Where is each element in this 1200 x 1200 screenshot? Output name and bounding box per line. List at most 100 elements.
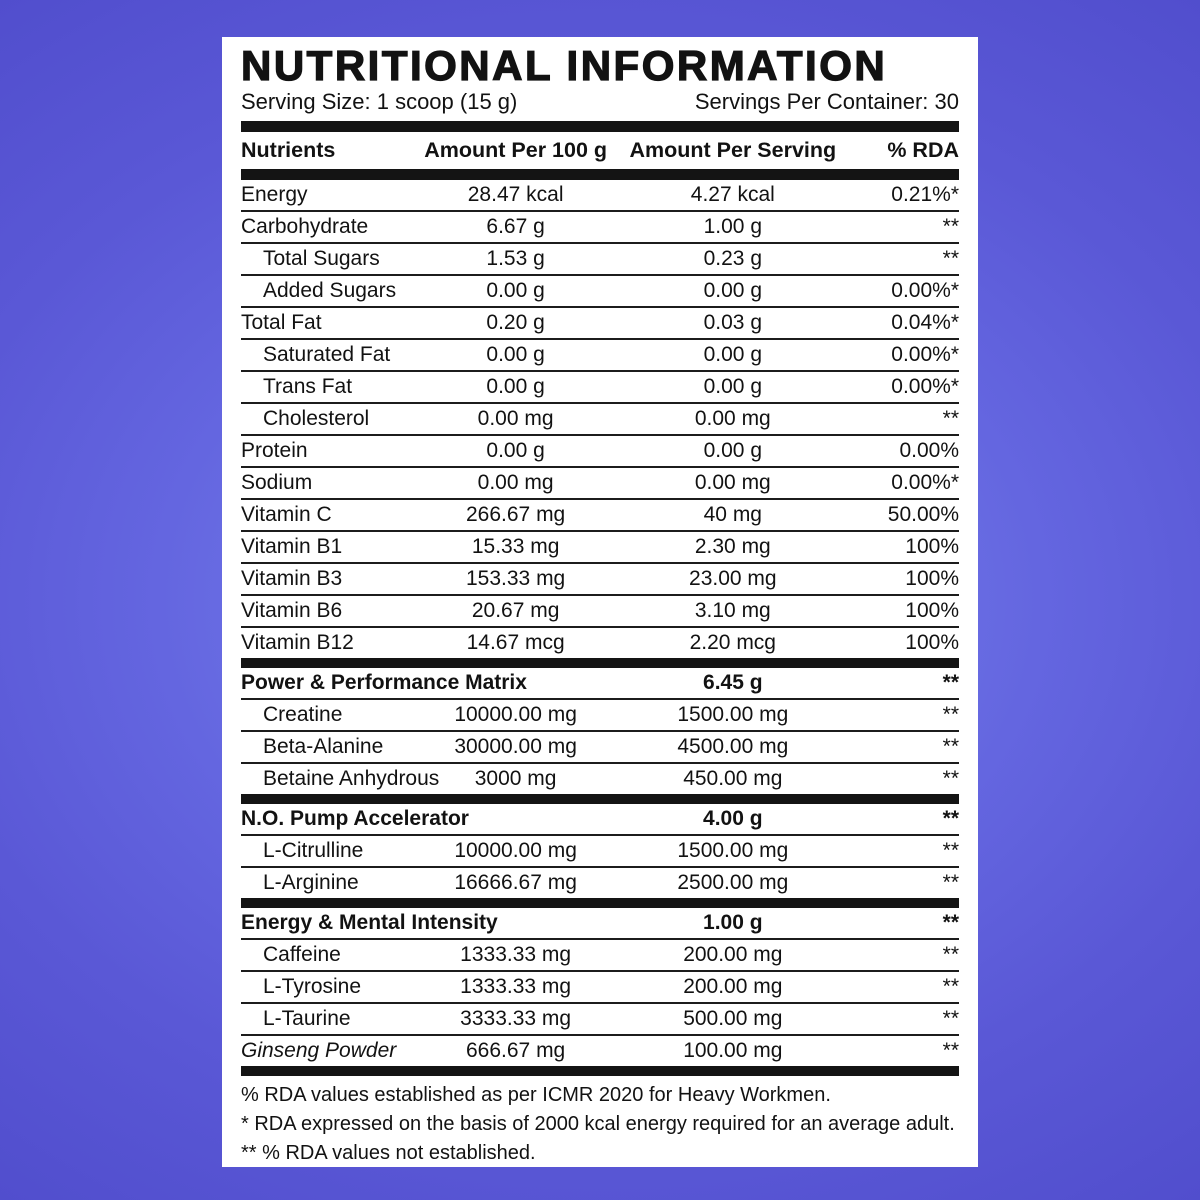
rda-value: 0.00%* <box>891 279 959 302</box>
amount-per-serving: 0.00 g <box>703 279 762 302</box>
nutrient-name: L-Tyrosine <box>263 975 362 998</box>
amount-per-100g: 6.67 g <box>486 215 545 238</box>
amount-per-serving: 100.00 mg <box>683 1039 783 1062</box>
nutrient-name: Vitamin C <box>241 503 332 526</box>
nutrient-name: Ginseng Powder <box>241 1039 397 1062</box>
amount-per-serving: 500.00 mg <box>683 1007 783 1030</box>
nutrient-name: Trans Fat <box>263 375 353 398</box>
amount-per-100g: 3333.33 mg <box>460 1007 572 1030</box>
amount-per-serving: 0.00 g <box>703 439 762 462</box>
amount-per-serving: 1.00 g <box>703 911 763 934</box>
amount-per-100g: 0.00 g <box>486 343 545 366</box>
amount-per-serving: 4500.00 mg <box>677 735 789 758</box>
table-row: L-Tyrosine 1333.33 mg 200.00 mg ** <box>241 971 959 1003</box>
table-row: Vitamin B6 20.67 mg 3.10 mg 100% <box>241 595 959 627</box>
serving-size-text: Serving Size: 1 scoop (15 g) <box>241 89 518 114</box>
nutrient-name: N.O. Pump Accelerator <box>241 807 469 830</box>
amount-per-serving: 0.03 g <box>703 311 762 334</box>
nutrient-name: Carbohydrate <box>241 215 369 238</box>
table-row: Total Sugars 1.53 g 0.23 g ** <box>241 243 959 275</box>
nutrition-table-body: Energy 28.47 kcal 4.27 kcal 0.21%* Carbohydr… <box>241 175 959 1067</box>
rda-value: ** <box>942 943 959 966</box>
table-row: Total Fat 0.20 g 0.03 g 0.04%* <box>241 307 959 339</box>
column-header-amount-per-serving: Amount Per Serving <box>614 132 852 180</box>
nutrition-label-card: NUTRITIONAL INFORMATION Serving Size: 1 … <box>222 37 978 1167</box>
amount-per-serving: 0.23 g <box>703 247 762 270</box>
table-row: Betaine Anhydrous 3000 mg 450.00 mg ** <box>241 763 959 799</box>
nutrient-name: Vitamin B3 <box>241 567 343 590</box>
rda-value: ** <box>942 839 959 862</box>
table-row: Vitamin B3 153.33 mg 23.00 mg 100% <box>241 563 959 595</box>
column-header-nutrients: Nutrients <box>241 132 417 180</box>
nutrient-name: Energy <box>241 183 308 206</box>
rda-value: ** <box>942 767 959 790</box>
amount-per-100g: 3000 mg <box>474 767 557 790</box>
rda-value: ** <box>942 671 959 694</box>
table-row: L-Citrulline 10000.00 mg 1500.00 mg ** <box>241 835 959 867</box>
rda-value: ** <box>942 703 959 726</box>
amount-per-100g: 10000.00 mg <box>454 839 577 862</box>
rda-value: 0.21%* <box>891 183 959 206</box>
rda-value: ** <box>942 807 959 830</box>
rda-value: 0.00%* <box>891 471 959 494</box>
table-row: Caffeine 1333.33 mg 200.00 mg ** <box>241 939 959 971</box>
nutrient-name: Protein <box>241 439 308 462</box>
nutrient-name: Vitamin B6 <box>241 599 343 622</box>
amount-per-serving: 4.00 g <box>703 807 763 830</box>
rda-value: ** <box>942 871 959 894</box>
rda-value: ** <box>942 215 959 238</box>
table-row: Saturated Fat 0.00 g 0.00 g 0.00%* <box>241 339 959 371</box>
section-row: N.O. Pump Accelerator 4.00 g ** <box>241 799 959 835</box>
table-row: Creatine 10000.00 mg 1500.00 mg ** <box>241 699 959 731</box>
amount-per-100g: 15.33 mg <box>471 535 560 558</box>
amount-per-100g: 1333.33 mg <box>460 943 572 966</box>
amount-per-100g: 0.00 g <box>486 439 545 462</box>
label-title: NUTRITIONAL INFORMATION <box>240 42 888 89</box>
footnote-rda-not-established: ** % RDA values not established. <box>241 1142 536 1164</box>
nutrient-name: Sodium <box>241 471 313 494</box>
section-row: Energy & Mental Intensity 1.00 g ** <box>241 903 959 939</box>
serving-info-row: Serving Size: 1 scoop (15 g) Servings Pe… <box>241 89 959 115</box>
amount-per-100g: 266.67 mg <box>466 503 566 526</box>
amount-per-serving: 1.00 g <box>703 215 762 238</box>
amount-per-100g: 1333.33 mg <box>460 975 572 998</box>
amount-per-serving: 0.00 mg <box>694 471 771 494</box>
amount-per-serving: 6.45 g <box>703 671 763 694</box>
amount-per-100g: 1.53 g <box>486 247 545 270</box>
column-header-amount-per-100g: Amount Per 100 g <box>416 132 615 180</box>
nutrient-name: Total Sugars <box>263 247 380 270</box>
rda-value: 0.00% <box>899 439 959 462</box>
amount-per-serving: 3.10 mg <box>694 599 771 622</box>
divider-bar-top <box>241 121 959 132</box>
nutrient-name: Beta-Alanine <box>263 735 384 758</box>
rda-value: ** <box>942 735 959 758</box>
amount-per-100g: 0.20 g <box>486 311 545 334</box>
section-row: Power & Performance Matrix 6.45 g ** <box>241 663 959 699</box>
rda-value: ** <box>942 247 959 270</box>
amount-per-serving: 1500.00 mg <box>677 703 789 726</box>
amount-per-serving: 4.27 kcal <box>690 183 775 206</box>
divider-bar-bottom <box>241 1066 959 1076</box>
nutrient-name: Caffeine <box>263 943 341 966</box>
table-row: Beta-Alanine 30000.00 mg 4500.00 mg ** <box>241 731 959 763</box>
amount-per-serving: 23.00 mg <box>689 567 777 590</box>
nutrient-name: Energy & Mental Intensity <box>241 911 498 934</box>
nutrition-table-header: Nutrients Amount Per 100 g Amount Per Se… <box>241 132 959 180</box>
table-row: Vitamin B12 14.67 mcg 2.20 mcg 100% <box>241 627 959 663</box>
amount-per-100g: 30000.00 mg <box>454 735 577 758</box>
header-row: Nutrients Amount Per 100 g Amount Per Se… <box>241 132 959 180</box>
amount-per-100g: 153.33 mg <box>466 567 566 590</box>
nutrition-table: Nutrients Amount Per 100 g Amount Per Se… <box>241 132 959 1066</box>
amount-per-serving: 0.00 g <box>703 343 762 366</box>
amount-per-serving: 1500.00 mg <box>677 839 789 862</box>
table-row: Ginseng Powder 666.67 mg 100.00 mg ** <box>241 1035 959 1066</box>
amount-per-serving: 2.30 mg <box>694 535 771 558</box>
rda-value: 0.00%* <box>891 375 959 398</box>
rda-value: 100% <box>905 567 959 590</box>
nutrient-name: Creatine <box>263 703 343 726</box>
nutrient-name: Power & Performance Matrix <box>241 671 527 694</box>
table-row: Vitamin C 266.67 mg 40 mg 50.00% <box>241 499 959 531</box>
amount-per-100g: 28.47 kcal <box>467 183 564 206</box>
amount-per-100g: 0.00 mg <box>477 407 554 430</box>
table-row: Cholesterol 0.00 mg 0.00 mg ** <box>241 403 959 435</box>
